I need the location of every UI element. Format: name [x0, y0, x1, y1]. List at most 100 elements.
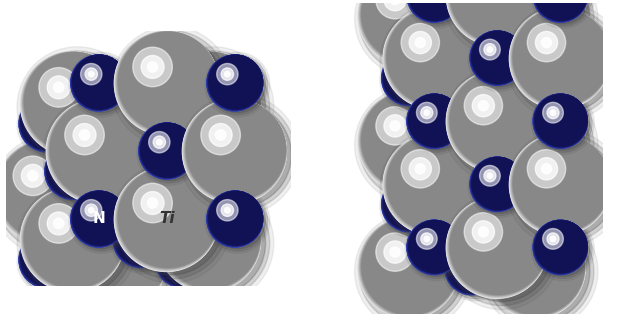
- Circle shape: [66, 209, 166, 309]
- Circle shape: [446, 197, 547, 298]
- Circle shape: [182, 144, 237, 198]
- Circle shape: [157, 188, 260, 291]
- Circle shape: [409, 94, 461, 147]
- Circle shape: [46, 144, 100, 198]
- Circle shape: [67, 73, 166, 172]
- Circle shape: [119, 171, 223, 275]
- Circle shape: [45, 144, 100, 199]
- Circle shape: [47, 99, 159, 211]
- Circle shape: [45, 144, 100, 199]
- Circle shape: [450, 0, 546, 42]
- Circle shape: [471, 157, 524, 211]
- Circle shape: [360, 92, 458, 190]
- Circle shape: [95, 239, 106, 249]
- Circle shape: [361, 218, 458, 315]
- Circle shape: [407, 94, 466, 152]
- Circle shape: [472, 31, 524, 84]
- Circle shape: [380, 129, 497, 247]
- Circle shape: [535, 0, 587, 20]
- Circle shape: [209, 55, 262, 109]
- Circle shape: [71, 191, 131, 251]
- Circle shape: [359, 92, 459, 191]
- Circle shape: [386, 135, 484, 232]
- Circle shape: [113, 212, 169, 267]
- Circle shape: [17, 183, 138, 304]
- Circle shape: [508, 51, 562, 106]
- Circle shape: [447, 115, 498, 166]
- Circle shape: [384, 178, 435, 230]
- Circle shape: [422, 155, 522, 255]
- Circle shape: [385, 9, 484, 107]
- Circle shape: [384, 8, 484, 108]
- Circle shape: [22, 52, 124, 154]
- Circle shape: [73, 191, 126, 245]
- Circle shape: [399, 67, 404, 73]
- Circle shape: [472, 158, 524, 209]
- Circle shape: [63, 72, 167, 176]
- Circle shape: [384, 0, 406, 11]
- Circle shape: [541, 164, 552, 174]
- Circle shape: [422, 28, 522, 129]
- Circle shape: [445, 0, 499, 42]
- Circle shape: [487, 0, 585, 63]
- Circle shape: [209, 191, 262, 245]
- Circle shape: [67, 209, 166, 308]
- Circle shape: [502, 0, 541, 19]
- Circle shape: [508, 51, 562, 105]
- Circle shape: [20, 96, 75, 151]
- Circle shape: [17, 229, 82, 294]
- Circle shape: [409, 221, 461, 273]
- Circle shape: [508, 178, 562, 231]
- Circle shape: [206, 191, 263, 247]
- Circle shape: [13, 156, 53, 196]
- Circle shape: [443, 192, 560, 310]
- Circle shape: [20, 96, 74, 150]
- Circle shape: [386, 135, 484, 233]
- Circle shape: [65, 73, 166, 173]
- Circle shape: [134, 141, 234, 241]
- Circle shape: [20, 232, 74, 287]
- Circle shape: [383, 178, 436, 230]
- Circle shape: [23, 188, 124, 290]
- Circle shape: [25, 55, 130, 159]
- Circle shape: [21, 188, 125, 291]
- Circle shape: [131, 92, 136, 97]
- Circle shape: [28, 171, 38, 181]
- Circle shape: [183, 99, 296, 211]
- Circle shape: [114, 76, 169, 130]
- Circle shape: [536, 96, 590, 150]
- Circle shape: [140, 123, 195, 178]
- Circle shape: [187, 103, 291, 207]
- Circle shape: [72, 55, 126, 110]
- Circle shape: [510, 52, 562, 104]
- Circle shape: [92, 120, 192, 220]
- Circle shape: [424, 155, 521, 252]
- Circle shape: [551, 236, 556, 242]
- Circle shape: [156, 232, 211, 287]
- Circle shape: [421, 107, 433, 119]
- Circle shape: [533, 220, 592, 279]
- Circle shape: [510, 134, 610, 235]
- Circle shape: [360, 92, 458, 190]
- Circle shape: [510, 133, 619, 243]
- Circle shape: [409, 94, 461, 146]
- Circle shape: [71, 191, 126, 247]
- Circle shape: [22, 52, 124, 155]
- Circle shape: [21, 96, 74, 150]
- Circle shape: [87, 164, 143, 219]
- Circle shape: [489, 94, 590, 196]
- Circle shape: [408, 221, 461, 274]
- Circle shape: [46, 99, 151, 204]
- Circle shape: [19, 232, 75, 288]
- Circle shape: [21, 52, 125, 155]
- Circle shape: [534, 0, 587, 22]
- Circle shape: [182, 144, 237, 198]
- Circle shape: [407, 94, 461, 148]
- Circle shape: [159, 188, 260, 290]
- Circle shape: [148, 62, 157, 72]
- Circle shape: [19, 231, 80, 292]
- Circle shape: [534, 94, 587, 147]
- Circle shape: [183, 144, 236, 197]
- Circle shape: [361, 0, 458, 63]
- Circle shape: [510, 178, 562, 230]
